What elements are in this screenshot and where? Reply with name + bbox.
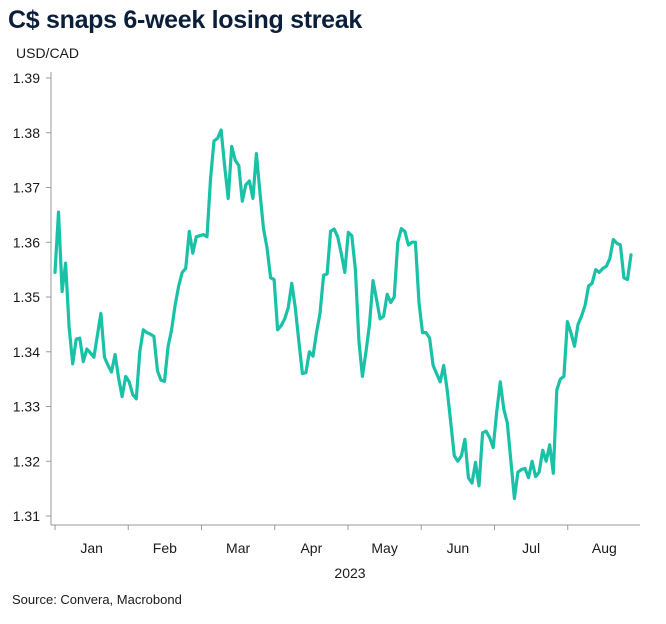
x-tick-label: Aug (592, 540, 617, 556)
x-axis-year-label: 2023 (334, 565, 365, 581)
x-tick-label: Jun (447, 540, 470, 556)
source-note: Source: Convera, Macrobond (12, 592, 182, 607)
x-tick-label: Apr (300, 540, 322, 556)
chart-title: C$ snaps 6-week losing streak (8, 6, 362, 34)
x-axis-ticks: Jan Feb Mar Apr May Jun Jul Aug (54, 525, 617, 556)
y-tick-label: 1.37 (13, 180, 40, 196)
usdcad-series-line (53, 128, 633, 501)
y-tick-label: 1.32 (13, 453, 40, 469)
y-tick-label: 1.39 (13, 70, 40, 86)
x-tick-label: Jan (80, 540, 103, 556)
y-tick-label: 1.34 (13, 344, 40, 360)
x-tick-label: Feb (153, 540, 177, 556)
x-tick-label: Jul (522, 540, 540, 556)
y-axis-label: USD/CAD (16, 45, 79, 61)
x-tick-label: Mar (226, 540, 250, 556)
y-axis-ticks: 1.31 1.32 1.33 1.34 1.35 1.36 1.37 1.38 1.39 (13, 70, 51, 524)
y-tick-label: 1.38 (13, 125, 40, 141)
y-tick-label: 1.31 (13, 508, 40, 524)
y-tick-label: 1.36 (13, 234, 40, 250)
y-tick-label: 1.35 (13, 289, 40, 305)
x-tick-label: May (371, 540, 397, 556)
y-tick-label: 1.33 (13, 399, 40, 415)
